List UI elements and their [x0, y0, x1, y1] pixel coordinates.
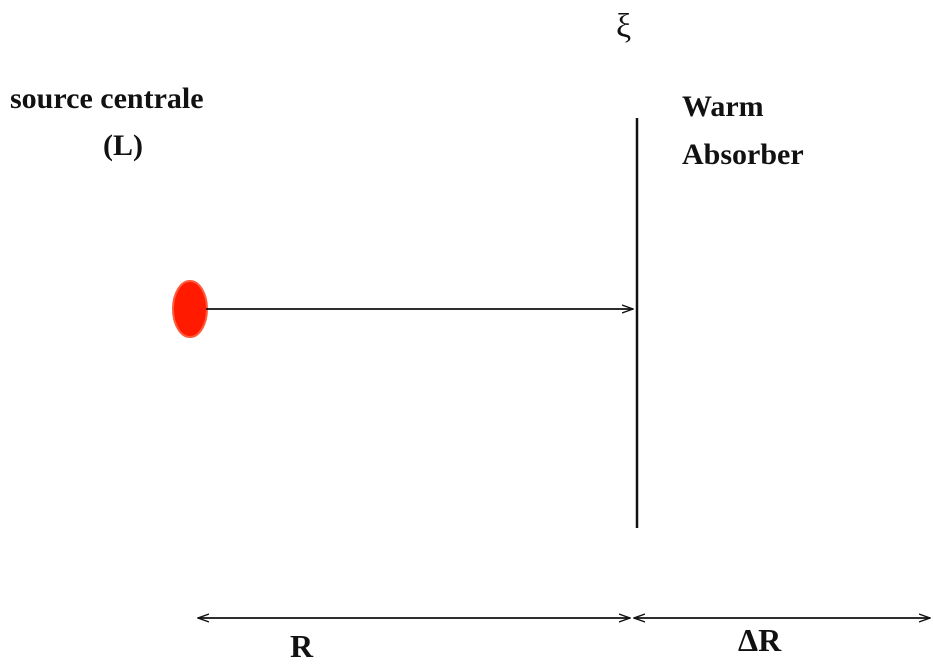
xi-symbol: ξ [616, 8, 632, 45]
warm-absorber-label-line1: Warm [682, 90, 764, 123]
distance-r-label: R [290, 628, 314, 664]
source-label: source centrale [10, 82, 204, 115]
warm-absorber-label-line2: Absorber [682, 138, 804, 171]
distance-delta-r-label: ΔR [738, 622, 782, 658]
luminosity-label: (L) [103, 129, 143, 162]
central-source-dot [172, 280, 208, 338]
